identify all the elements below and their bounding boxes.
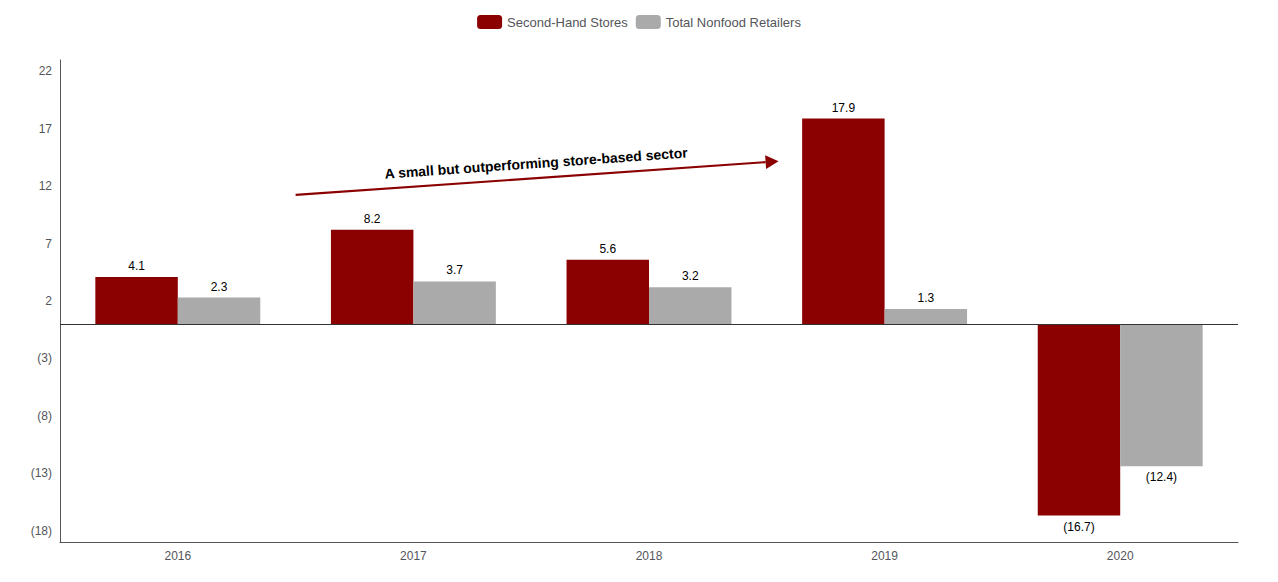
svg-text:2019: 2019 (871, 549, 898, 563)
svg-text:2.3: 2.3 (211, 280, 228, 294)
svg-text:7: 7 (45, 237, 52, 251)
svg-text:8.2: 8.2 (364, 212, 381, 226)
svg-text:3.2: 3.2 (682, 269, 699, 283)
svg-text:(13): (13) (31, 466, 52, 480)
svg-text:2018: 2018 (636, 549, 663, 563)
svg-text:2017: 2017 (400, 549, 427, 563)
svg-text:(12.4): (12.4) (1146, 470, 1177, 484)
svg-text:(16.7): (16.7) (1063, 520, 1094, 534)
svg-text:17: 17 (39, 122, 53, 136)
svg-text:17.9: 17.9 (832, 101, 856, 115)
svg-text:(8): (8) (37, 409, 52, 423)
svg-text:(18): (18) (31, 524, 52, 538)
svg-text:2016: 2016 (164, 549, 191, 563)
svg-text:2020: 2020 (1107, 549, 1134, 563)
svg-text:1.3: 1.3 (917, 291, 934, 305)
svg-text:A small but outperforming stor: A small but outperforming store-based se… (384, 144, 689, 181)
svg-text:22: 22 (39, 64, 53, 78)
svg-text:Total Nonfood Retailers: Total Nonfood Retailers (666, 15, 802, 30)
svg-text:(3): (3) (37, 351, 52, 365)
svg-text:3.7: 3.7 (446, 263, 463, 277)
svg-text:4.1: 4.1 (128, 259, 145, 273)
svg-text:2: 2 (45, 294, 52, 308)
svg-text:12: 12 (39, 179, 53, 193)
svg-text:Second-Hand Stores: Second-Hand Stores (507, 15, 628, 30)
svg-text:5.6: 5.6 (599, 242, 616, 256)
